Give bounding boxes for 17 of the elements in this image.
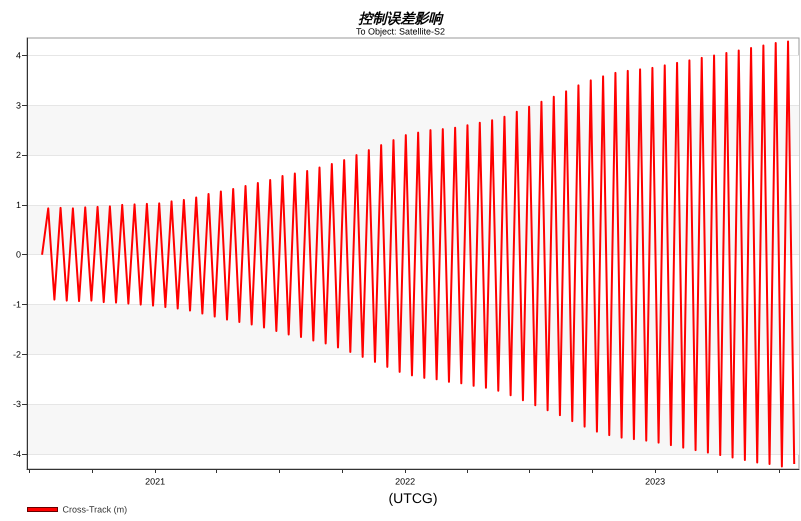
y-tick-label: -3 bbox=[12, 399, 21, 410]
y-tick-label: -1 bbox=[12, 300, 21, 310]
x-tick-label: 2021 bbox=[145, 476, 166, 486]
y-tick-label: 2 bbox=[16, 150, 21, 160]
y-tick-label: 3 bbox=[16, 100, 21, 110]
x-tick-label: 2022 bbox=[395, 476, 416, 486]
y-tick-label: -2 bbox=[12, 349, 21, 360]
y-tick-label: 0 bbox=[16, 250, 21, 260]
y-tick-label: 1 bbox=[16, 200, 21, 210]
chart-title: 控制误差影响 bbox=[358, 10, 444, 26]
line-series bbox=[41, 40, 796, 468]
chart-subtitle: To Object: Satellite-S2 bbox=[356, 26, 446, 36]
y-tick-label: 4 bbox=[16, 50, 21, 60]
y-tick-label: -4 bbox=[12, 449, 21, 460]
x-tick-label: 2023 bbox=[645, 476, 666, 486]
legend-label: Cross-Track (m) bbox=[62, 504, 128, 514]
x-axis-title: (UTCG) bbox=[388, 490, 438, 506]
